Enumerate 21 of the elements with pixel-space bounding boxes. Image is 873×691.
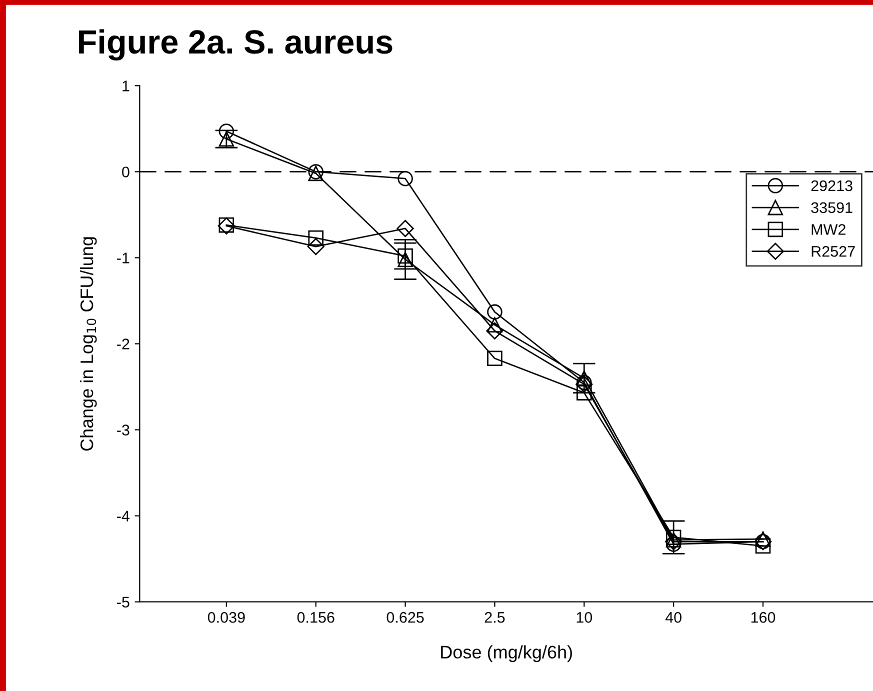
- legend-label: MW2: [812, 224, 846, 235]
- x-tick-label: 0.156: [297, 612, 334, 623]
- y-tick-label: -3: [117, 424, 130, 436]
- y-tick-label: 1: [122, 80, 130, 92]
- y-tick-label: -2: [117, 338, 130, 350]
- y-tick-label: 0: [122, 166, 130, 178]
- legend-label: 29213: [811, 180, 852, 192]
- x-tick-label: 40: [665, 612, 682, 623]
- x-tick-label: 160: [751, 612, 776, 623]
- x-axis-title: Dose (mg/kg/6h): [441, 645, 572, 662]
- legend-label: 33591: [811, 202, 852, 214]
- legend-label: R2527: [812, 246, 855, 257]
- x-tick-label: 0.625: [386, 612, 424, 623]
- x-tick-label: 10: [576, 612, 592, 623]
- y-tick-label: -4: [117, 510, 130, 522]
- y-tick-label: -5: [117, 596, 130, 608]
- x-tick-label: 0.039: [208, 612, 245, 623]
- x-tick-label: 2.5: [484, 612, 505, 623]
- y-tick-label: -1: [117, 252, 130, 264]
- y-axis-title: Change in Log$_{10}$ CFU/lung: [80, 237, 97, 451]
- chart-title: Figure 2a. S. aureus: [79, 29, 392, 61]
